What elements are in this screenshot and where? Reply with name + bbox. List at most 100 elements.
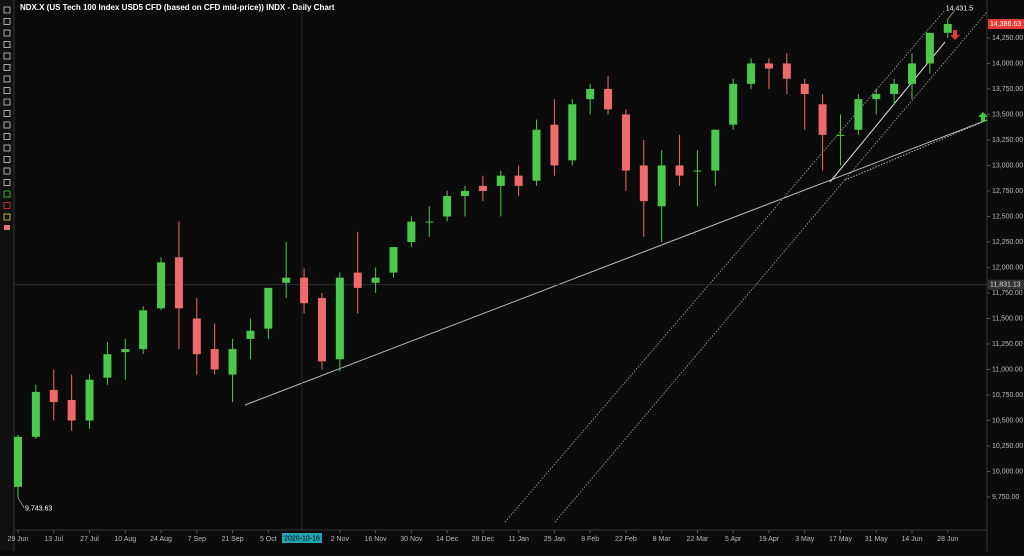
candle-body xyxy=(693,170,702,172)
x-tick-label: 25 Jan xyxy=(544,536,565,543)
sell-arrow[interactable] xyxy=(950,30,960,40)
candle-body xyxy=(192,318,201,355)
tool-icon[interactable] xyxy=(3,202,11,209)
x-tick-label: 8 Mar xyxy=(653,536,672,543)
tool-icon[interactable] xyxy=(3,121,11,129)
y-tick-label: 10,250.00 xyxy=(992,443,1023,450)
buy-arrow[interactable] xyxy=(978,112,988,122)
x-tick-label: 22 Feb xyxy=(615,536,637,543)
y-tick-label: 10,000.00 xyxy=(992,468,1023,475)
candle-body xyxy=(675,165,684,176)
tool-icon[interactable] xyxy=(3,98,11,106)
candle-body xyxy=(371,277,380,283)
x-tick-label: 16 Nov xyxy=(365,536,388,543)
x-tick-label: 2 Nov xyxy=(331,536,350,543)
x-tick-label: 5 Apr xyxy=(725,536,742,543)
y-tick-label: 11,250.00 xyxy=(992,341,1023,348)
y-tick-label: 11,500.00 xyxy=(992,315,1023,322)
candle-body xyxy=(478,185,487,191)
candle-body xyxy=(335,277,344,360)
y-tick-label: 14,000.00 xyxy=(992,60,1023,67)
candle-body xyxy=(711,129,720,171)
candle-body xyxy=(389,247,398,273)
candle-body xyxy=(443,196,452,217)
trendline xyxy=(244,119,988,406)
x-tick-label: 28 Dec xyxy=(472,536,495,543)
y-tick-label: 12,000.00 xyxy=(992,264,1023,271)
candle-body xyxy=(872,94,881,100)
y-tick-label: 10,500.00 xyxy=(992,417,1023,424)
tool-icon[interactable] xyxy=(3,29,11,37)
candle-body xyxy=(532,129,541,181)
candle-body xyxy=(800,83,809,95)
tool-icon[interactable] xyxy=(3,213,11,221)
low-marker xyxy=(17,497,25,508)
candle-body xyxy=(282,277,291,283)
candle-body xyxy=(139,310,148,350)
y-tick-label: 10,750.00 xyxy=(992,392,1023,399)
candle-body xyxy=(568,104,577,161)
tool-icon[interactable] xyxy=(3,110,11,117)
tool-icon[interactable] xyxy=(3,41,11,48)
candle-body xyxy=(621,114,630,171)
tool-icon[interactable] xyxy=(3,52,11,60)
tool-icon[interactable] xyxy=(3,179,11,186)
candle-body xyxy=(407,221,416,242)
x-tick-label: 24 Aug xyxy=(150,536,172,543)
candle-body xyxy=(639,165,648,202)
y-tick-label: 11,750.00 xyxy=(992,290,1023,297)
crosshair-x-label: 2020-10-16 xyxy=(284,535,320,542)
last-price-label: 14,386.63 xyxy=(990,21,1021,28)
candle-body xyxy=(85,379,94,421)
x-tick-label: 10 Aug xyxy=(114,536,136,543)
x-tick-label: 31 May xyxy=(865,536,888,543)
y-tick-label: 13,250.00 xyxy=(992,137,1023,144)
tool-icon[interactable] xyxy=(4,225,10,230)
tool-icon[interactable] xyxy=(3,6,11,14)
y-tick-label: 12,500.00 xyxy=(992,213,1023,220)
candle-body xyxy=(264,287,273,329)
x-tick-label: 13 Jul xyxy=(44,536,63,543)
crosshair-x-box xyxy=(282,533,322,543)
tool-icon[interactable] xyxy=(3,190,11,198)
tool-icon[interactable] xyxy=(3,75,11,83)
candle-body xyxy=(300,277,309,304)
candle-body xyxy=(317,298,326,362)
candle-body xyxy=(586,88,595,100)
tool-icon[interactable] xyxy=(3,18,11,25)
tool-icon[interactable] xyxy=(3,64,11,71)
tool-icon[interactable] xyxy=(3,144,11,152)
candle-body xyxy=(604,88,613,110)
y-tick-label: 11,000.00 xyxy=(992,366,1023,373)
candle-body xyxy=(818,104,827,135)
y-tick-label: 13,750.00 xyxy=(992,86,1023,93)
x-tick-label: 5 Oct xyxy=(260,536,277,543)
tool-icon[interactable] xyxy=(3,156,11,163)
candle-body xyxy=(246,330,255,339)
candle-body xyxy=(764,63,773,69)
x-tick-label: 11 Jan xyxy=(508,536,529,543)
low-label: 9,743.63 xyxy=(25,505,52,512)
high-marker xyxy=(947,11,955,20)
high-label: 14,431.5 xyxy=(946,5,973,12)
candle-body xyxy=(836,134,845,136)
crosshair-y-label: 11,831.13 xyxy=(990,282,1021,289)
x-tick-label: 19 Apr xyxy=(759,536,780,543)
candle-body xyxy=(174,257,183,309)
crosshair-y-box xyxy=(988,279,1024,290)
candle-body xyxy=(425,221,434,223)
candle-body xyxy=(854,99,863,130)
candle-body xyxy=(747,63,756,84)
candle-body xyxy=(103,354,112,378)
tool-icon[interactable] xyxy=(3,87,11,94)
tool-icon[interactable] xyxy=(3,167,11,175)
tool-icon[interactable] xyxy=(3,133,11,140)
candle-body xyxy=(353,272,362,288)
candle-body xyxy=(31,391,40,437)
candle-body xyxy=(67,400,76,421)
candle-body xyxy=(908,63,916,84)
candle-body xyxy=(461,190,469,197)
y-tick-label: 14,250.00 xyxy=(992,35,1023,42)
